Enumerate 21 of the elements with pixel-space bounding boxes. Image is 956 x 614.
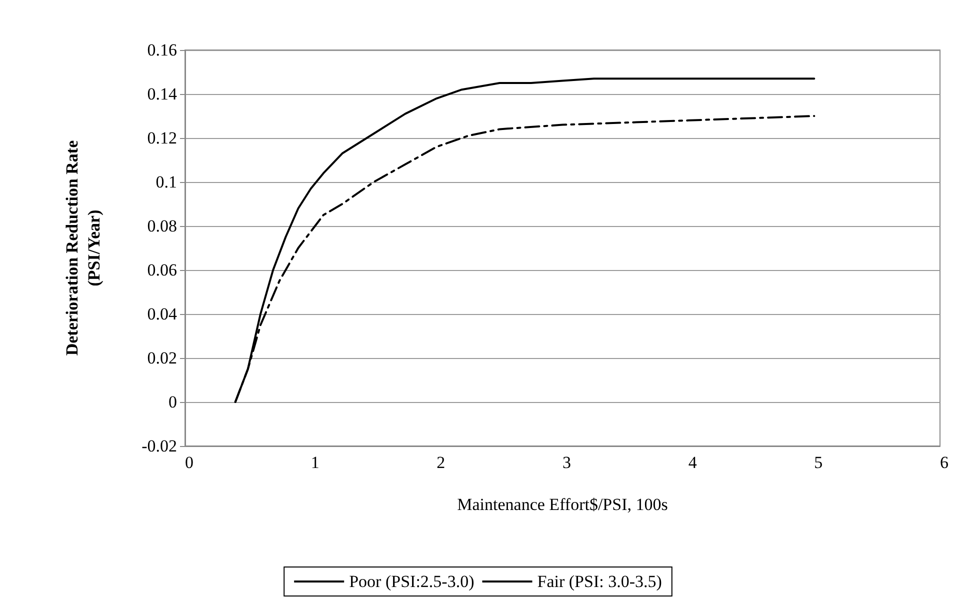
y-tick-label: 0 [168,392,177,412]
y-axis-title: Deterioration Reduction Rate (PSI/Year) [62,140,104,356]
x-tick-label: 4 [688,453,698,472]
y-tick-label: 0.16 [147,40,177,60]
x-tick-label: 2 [436,453,446,472]
y-tick-label: 0.04 [147,304,178,324]
y-tick-label: 0.14 [147,84,178,104]
y-tick-label: 0.08 [147,216,177,236]
y-tick-label: 0.02 [147,348,177,368]
x-tick-label: 3 [562,453,571,472]
y-tick-label: 0.06 [147,260,177,280]
x-tick-label: 5 [814,453,823,472]
legend-label: Poor (PSI:2.5-3.0) [349,572,474,591]
x-axis-title: Maintenance Effort$/PSI, 100s [457,495,668,514]
x-tick-label: 0 [185,453,194,472]
legend-label: Fair (PSI: 3.0-3.5) [537,572,662,591]
x-tick-label: 1 [310,453,320,472]
x-tick-label: 6 [940,453,948,472]
y-tick-label: 0.12 [147,128,177,148]
y-tick-label: -0.02 [142,436,177,456]
y-tick-label: 0.1 [156,172,177,192]
